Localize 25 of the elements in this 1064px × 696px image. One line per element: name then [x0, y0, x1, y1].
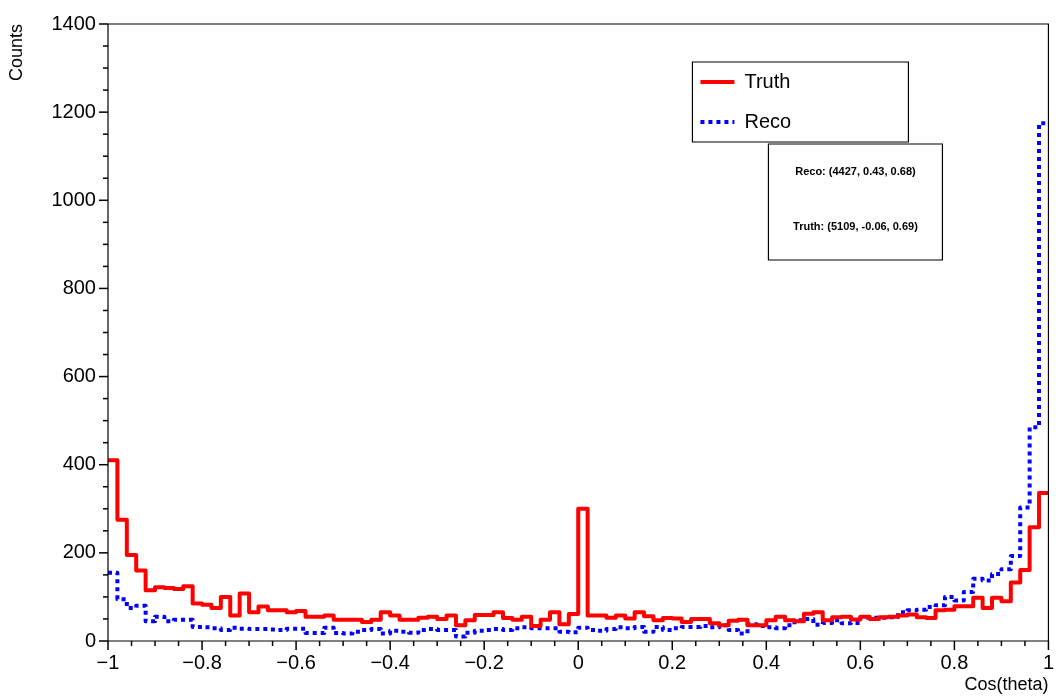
y-axis-title: Counts — [5, 24, 26, 82]
y-tick-label: 0 — [84, 628, 96, 651]
x-tick-label: 0 — [572, 650, 584, 673]
x-tick-label: −0.2 — [464, 650, 504, 673]
x-tick-label: 0.4 — [752, 650, 781, 673]
x-tick-label: 0.2 — [658, 650, 687, 673]
legend-label: Reco — [744, 109, 792, 132]
x-tick-label: −0.8 — [182, 650, 222, 673]
x-tick-label: −0.6 — [276, 650, 316, 673]
y-tick-label: 400 — [62, 452, 96, 475]
x-tick-label: 1 — [1042, 650, 1054, 673]
y-tick-label: 600 — [62, 364, 96, 387]
annotation: Truth: (5109, -0.06, 0.69) — [793, 220, 919, 233]
y-tick-label: 1400 — [51, 11, 96, 34]
y-tick-label: 1000 — [51, 187, 96, 210]
x-axis-title: Cos(theta) — [964, 674, 1049, 695]
y-tick-label: 800 — [62, 275, 96, 298]
y-tick-label: 1200 — [51, 99, 96, 122]
y-tick-label: 200 — [62, 540, 96, 563]
x-tick-label: −0.4 — [370, 650, 410, 673]
annotation: Reco: (4427, 0.43, 0.68) — [795, 165, 916, 178]
x-tick-label: 0.6 — [846, 650, 875, 673]
legend-label: Truth — [744, 69, 791, 92]
x-tick-label: −1 — [96, 650, 120, 673]
x-tick-label: 0.8 — [940, 650, 969, 673]
